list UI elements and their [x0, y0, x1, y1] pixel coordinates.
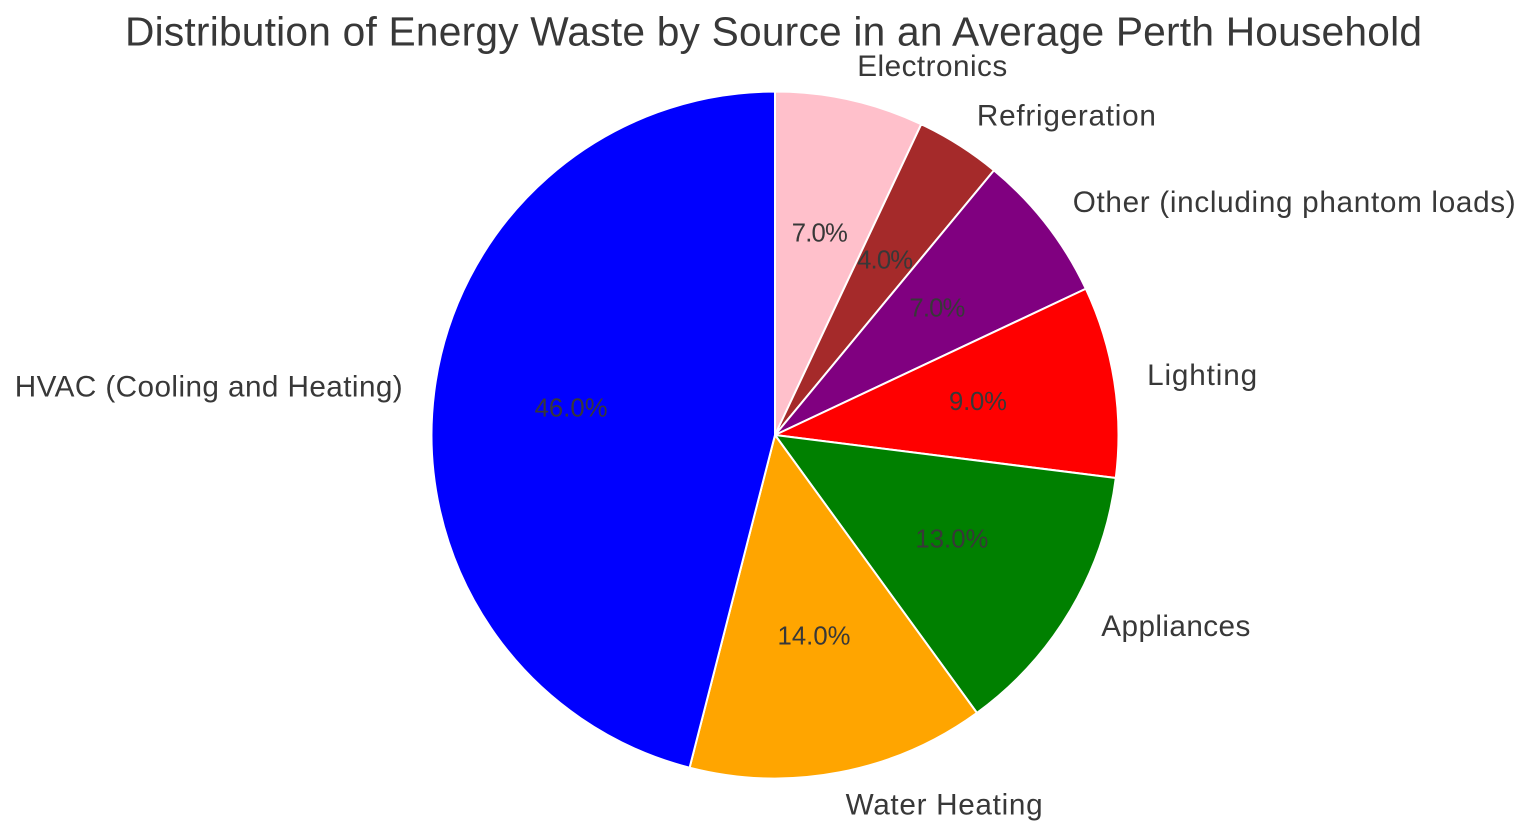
svg-text:Water Heating: Water Heating — [846, 789, 1043, 822]
svg-text:4.0%: 4.0% — [857, 247, 913, 275]
svg-text:Lighting: Lighting — [1147, 359, 1257, 392]
svg-text:7.0%: 7.0% — [792, 219, 848, 247]
svg-text:14.0%: 14.0% — [778, 623, 851, 651]
svg-text:HVAC (Cooling and Heating): HVAC (Cooling and Heating) — [15, 370, 403, 403]
svg-text:13.0%: 13.0% — [915, 525, 988, 553]
svg-text:Other (including phantom loads: Other (including phantom loads) — [1073, 186, 1516, 219]
svg-text:Refrigeration: Refrigeration — [977, 99, 1156, 132]
svg-text:7.0%: 7.0% — [909, 294, 965, 322]
svg-text:Distribution of Energy Waste b: Distribution of Energy Waste by Source i… — [125, 8, 1422, 54]
svg-text:46.0%: 46.0% — [535, 394, 608, 422]
svg-text:Electronics: Electronics — [857, 50, 1007, 83]
svg-text:Appliances: Appliances — [1101, 610, 1250, 643]
svg-text:9.0%: 9.0% — [949, 388, 1007, 416]
